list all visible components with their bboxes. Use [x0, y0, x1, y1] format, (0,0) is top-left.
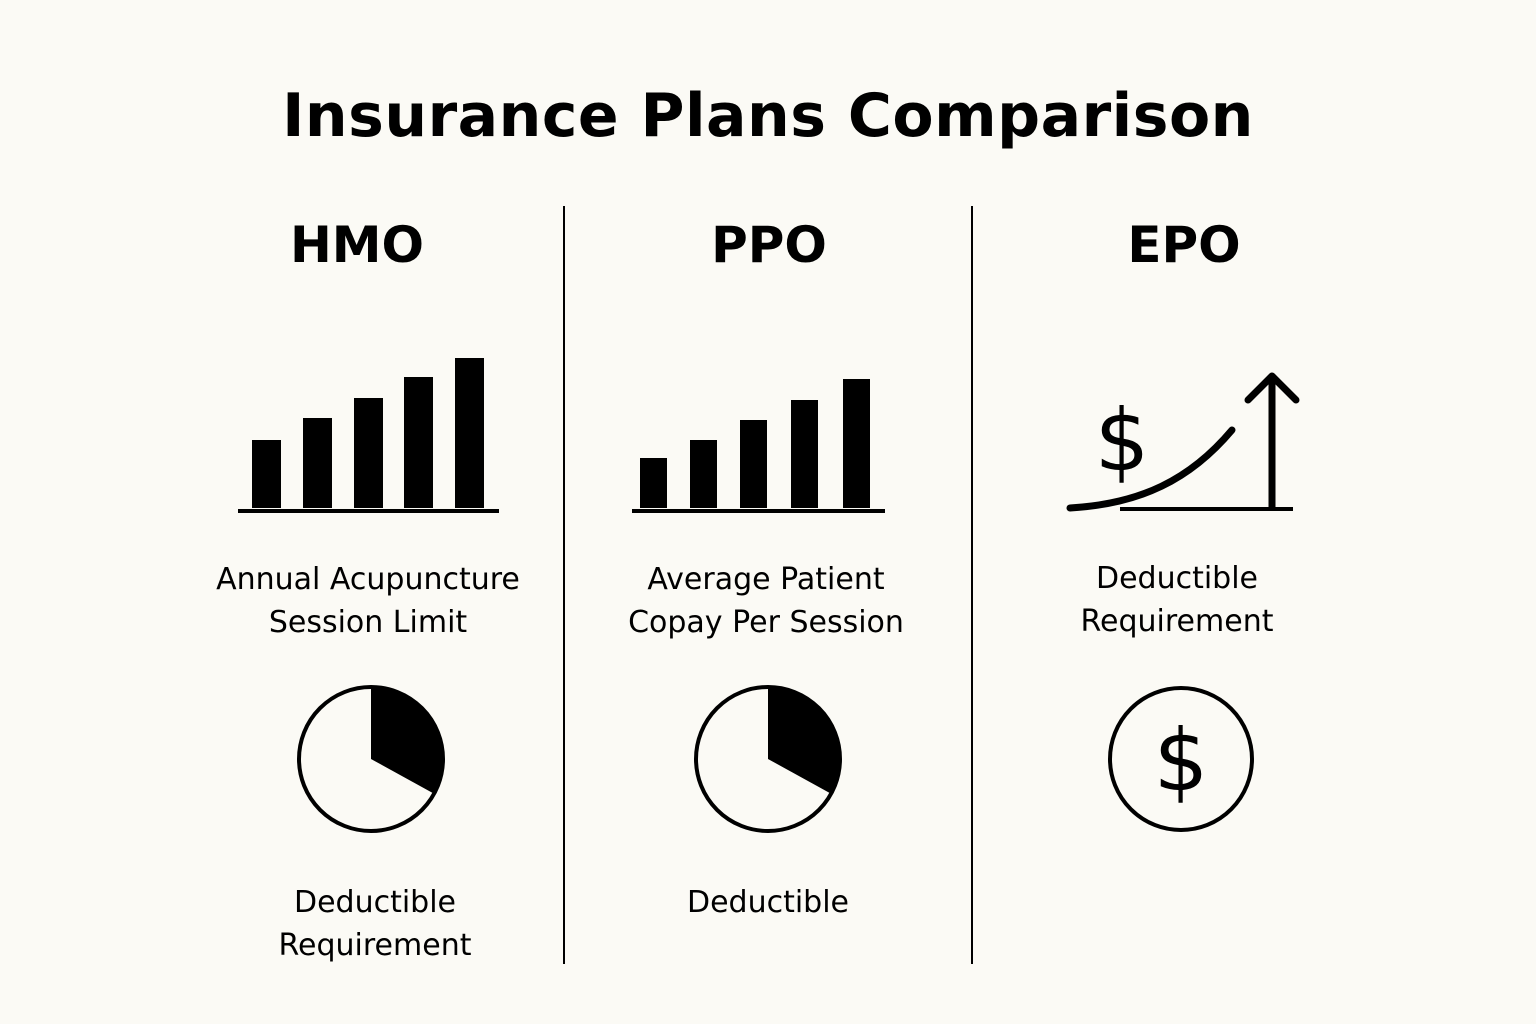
second-caption-line-2: Requirement: [278, 928, 472, 963]
plan-heading-epo: EPO: [1127, 216, 1241, 274]
bar-3: [354, 398, 383, 508]
second-caption-line-1: Deductible: [293, 885, 457, 920]
bar-5: [455, 358, 484, 508]
bar-2: [303, 418, 332, 508]
coin-outline: [1108, 686, 1254, 832]
arrow-head: [1244, 372, 1300, 404]
chart-caption-line-2: Copay Per Session: [628, 605, 904, 640]
chart-caption-line-2: Requirement: [1080, 604, 1274, 639]
chart-caption-line-2: Session Limit: [268, 605, 468, 640]
bar-1: [640, 458, 667, 508]
chart-caption-epo: Deductible Requirement: [967, 557, 1387, 643]
pie-slice: [768, 687, 841, 794]
second-caption-ppo: Deductible: [558, 881, 978, 924]
page-title: Insurance Plans Comparison: [282, 81, 1254, 151]
bar-4: [791, 400, 818, 508]
plan-heading-hmo: HMO: [289, 216, 425, 274]
bar-1: [252, 440, 281, 508]
second-caption-line-1: Deductible: [686, 885, 850, 920]
column-divider-right: [971, 206, 973, 964]
chart-caption-line-1: Annual Acupuncture: [216, 562, 520, 597]
chart-caption-line-1: Average Patient: [647, 562, 885, 597]
second-caption-hmo: Deductible Requirement: [165, 881, 585, 967]
pie-slice: [371, 687, 444, 794]
bar-4: [404, 377, 433, 508]
chart-caption-hmo: Annual Acupuncture Session Limit: [158, 558, 578, 644]
column-divider-left: [563, 206, 565, 964]
chart-caption-line-1: Deductible: [1095, 561, 1259, 596]
plan-heading-ppo: PPO: [711, 216, 827, 274]
dollar-sign-icon: $: [1154, 711, 1209, 811]
dollar-sign-icon: $: [1095, 391, 1150, 491]
bar-3: [740, 420, 767, 508]
bar-2: [690, 440, 717, 508]
bar-5: [843, 379, 870, 508]
rising-curve: [1066, 426, 1236, 512]
chart-caption-ppo: Average Patient Copay Per Session: [556, 558, 976, 644]
